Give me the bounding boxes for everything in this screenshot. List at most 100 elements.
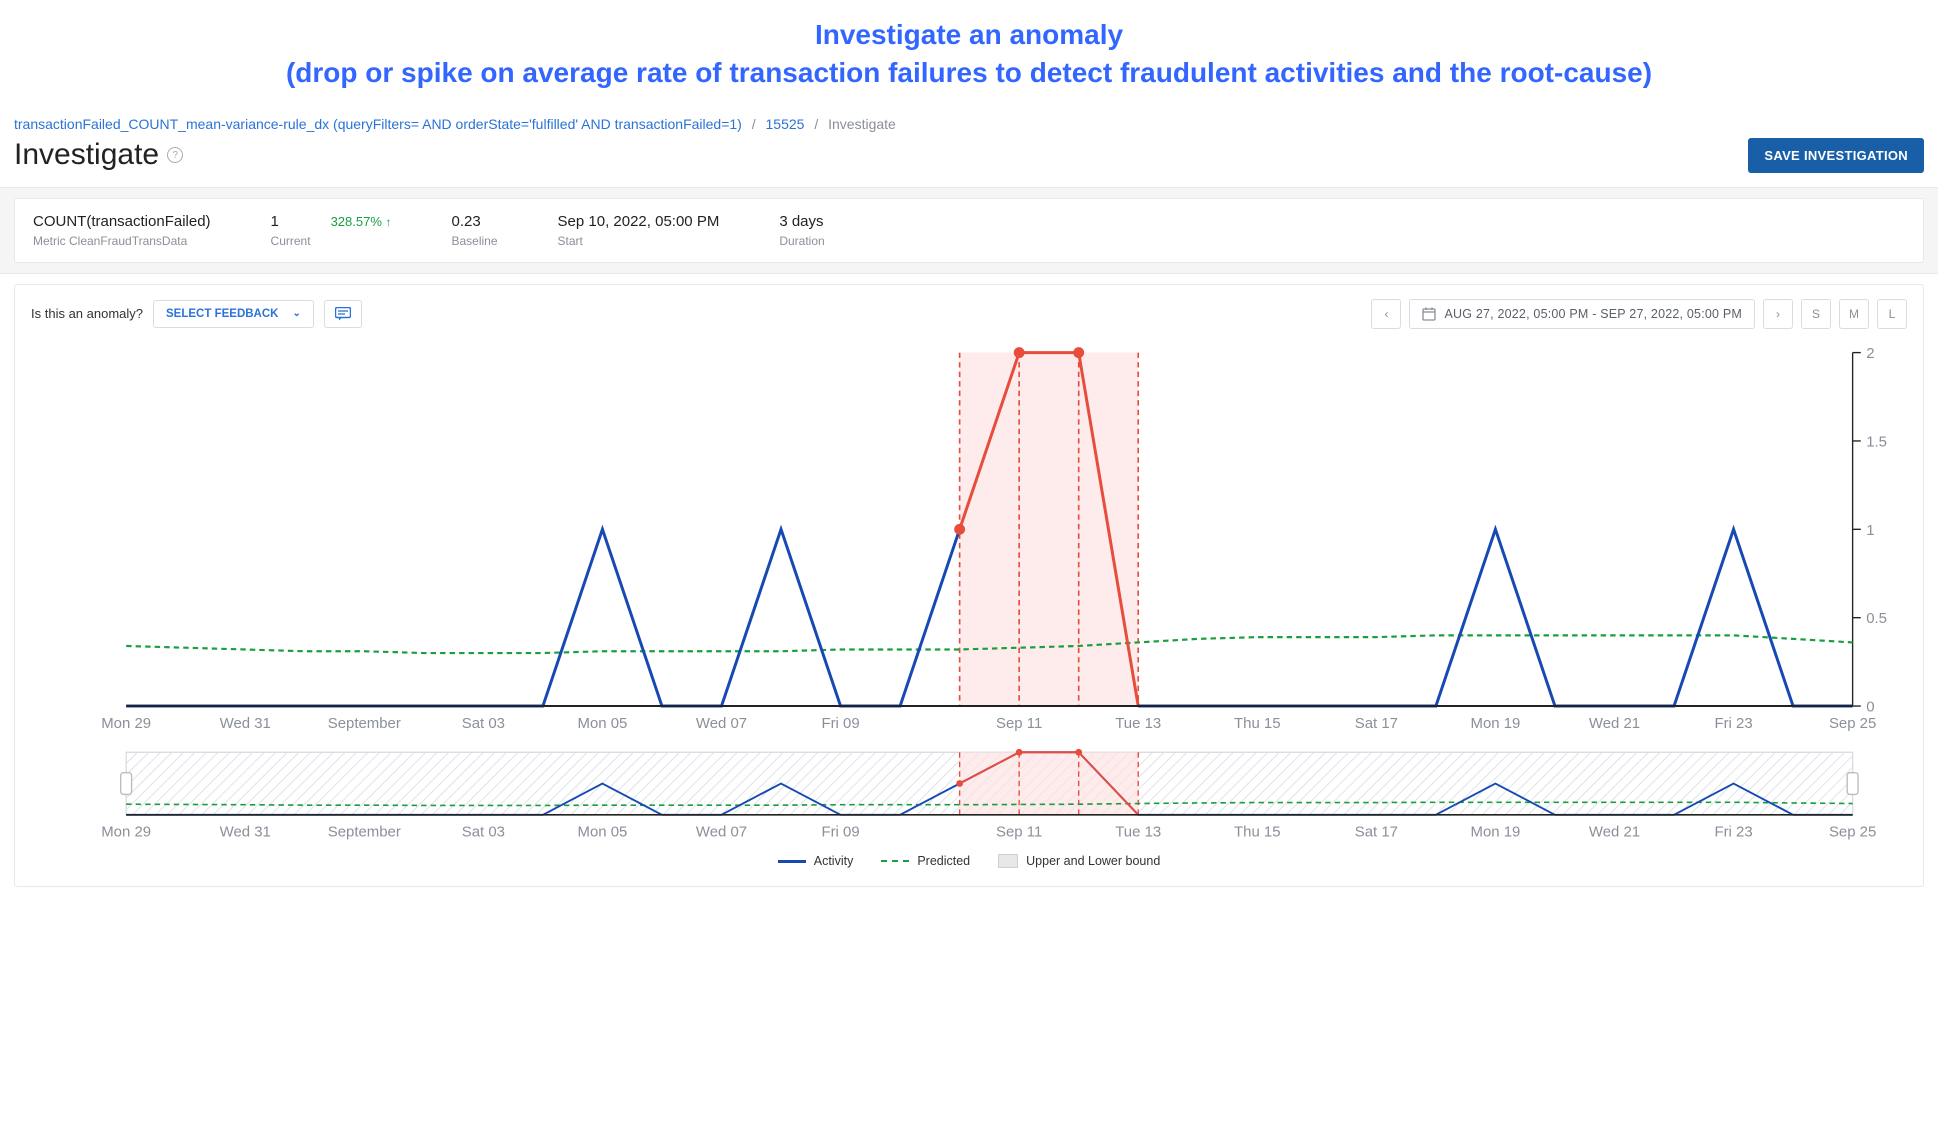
svg-text:Sep 11: Sep 11 xyxy=(996,714,1042,731)
legend-bounds-swatch xyxy=(998,854,1018,868)
date-range-picker[interactable]: AUG 27, 2022, 05:00 PM - SEP 27, 2022, 0… xyxy=(1409,299,1755,329)
svg-text:Sat 17: Sat 17 xyxy=(1355,714,1398,731)
svg-text:Sat 17: Sat 17 xyxy=(1355,823,1398,840)
date-next-button[interactable]: › xyxy=(1763,299,1793,329)
svg-text:Sep 25: Sep 25 xyxy=(1829,823,1876,840)
chevron-down-icon: ⌄ xyxy=(292,308,300,319)
svg-text:Fri 09: Fri 09 xyxy=(821,823,859,840)
delta-value: 328.57% ↑ xyxy=(331,214,392,229)
chart-card: Is this an anomaly? SELECT FEEDBACK ⌄ ‹ … xyxy=(14,284,1924,888)
stat-current-group: 1 Current 328.57% ↑ xyxy=(271,213,392,248)
legend-activity-swatch xyxy=(778,860,806,863)
summary-band: COUNT(transactionFailed) Metric CleanFra… xyxy=(0,187,1938,274)
svg-text:Mon 29: Mon 29 xyxy=(101,823,151,840)
page-title: Investigate ? xyxy=(14,138,183,172)
chart-area[interactable]: 0 0.5 1 1.5 2 Mon 29 Wed 31 September Sat 03 Mon … xyxy=(31,339,1907,845)
svg-text:Tue 13: Tue 13 xyxy=(1115,714,1161,731)
current-label: Current xyxy=(271,234,311,248)
start-value: Sep 10, 2022, 05:00 PM xyxy=(558,213,720,230)
heading-line2: (drop or spike on average rate of transa… xyxy=(40,54,1898,92)
comment-button[interactable] xyxy=(324,300,362,328)
legend-activity-label: Activity xyxy=(814,854,854,868)
legend-bounds: Upper and Lower bound xyxy=(998,854,1160,868)
chart-toolbar: Is this an anomaly? SELECT FEEDBACK ⌄ ‹ … xyxy=(31,295,1907,339)
toolbar-left: Is this an anomaly? SELECT FEEDBACK ⌄ xyxy=(31,300,362,328)
svg-text:Sep 25: Sep 25 xyxy=(1829,714,1876,731)
metric-name: COUNT(transactionFailed) xyxy=(33,213,211,230)
legend-predicted-swatch xyxy=(881,860,909,862)
anomaly-question: Is this an anomaly? xyxy=(31,306,143,321)
page-title-text: Investigate xyxy=(14,138,159,172)
help-icon[interactable]: ? xyxy=(167,147,183,163)
stat-baseline: 0.23 Baseline xyxy=(452,213,498,248)
svg-text:Mon 19: Mon 19 xyxy=(1471,823,1521,840)
svg-text:Mon 05: Mon 05 xyxy=(578,823,628,840)
stat-start: Sep 10, 2022, 05:00 PM Start xyxy=(558,213,720,248)
svg-text:0.5: 0.5 xyxy=(1866,610,1887,627)
heading-line1: Investigate an anomaly xyxy=(40,16,1898,54)
breadcrumb-id[interactable]: 15525 xyxy=(766,116,805,132)
legend-predicted-label: Predicted xyxy=(917,854,970,868)
svg-text:1.5: 1.5 xyxy=(1866,433,1887,450)
title-row: Investigate ? SAVE INVESTIGATION xyxy=(0,138,1938,187)
svg-text:September: September xyxy=(328,714,401,731)
svg-text:Mon 29: Mon 29 xyxy=(101,714,151,731)
svg-text:Wed 07: Wed 07 xyxy=(696,714,747,731)
svg-text:Tue 13: Tue 13 xyxy=(1115,823,1161,840)
stat-current: 1 Current xyxy=(271,213,311,248)
size-m-button[interactable]: M xyxy=(1839,299,1869,329)
svg-text:Fri 23: Fri 23 xyxy=(1714,714,1752,731)
svg-text:Sat 03: Sat 03 xyxy=(462,823,505,840)
svg-text:Wed 21: Wed 21 xyxy=(1589,714,1640,731)
anomaly-chart[interactable]: 0 0.5 1 1.5 2 Mon 29 Wed 31 September Sat 03 Mon … xyxy=(31,339,1907,845)
toolbar-right: ‹ AUG 27, 2022, 05:00 PM - SEP 27, 2022,… xyxy=(1371,299,1907,329)
legend-bounds-label: Upper and Lower bound xyxy=(1026,854,1160,868)
svg-text:Wed 07: Wed 07 xyxy=(696,823,747,840)
delta-text: 328.57% xyxy=(331,214,386,229)
baseline-label: Baseline xyxy=(452,234,498,248)
breadcrumb-rule[interactable]: transactionFailed_COUNT_mean-variance-ru… xyxy=(14,116,742,132)
svg-text:Mon 05: Mon 05 xyxy=(578,714,628,731)
calendar-icon xyxy=(1422,307,1436,321)
size-s-button[interactable]: S xyxy=(1801,299,1831,329)
svg-text:Thu 15: Thu 15 xyxy=(1234,823,1281,840)
date-range-text: AUG 27, 2022, 05:00 PM - SEP 27, 2022, 0… xyxy=(1444,307,1742,321)
svg-text:Fri 09: Fri 09 xyxy=(821,714,859,731)
duration-value: 3 days xyxy=(779,213,824,230)
svg-text:Wed 31: Wed 31 xyxy=(220,823,271,840)
stat-duration: 3 days Duration xyxy=(779,213,824,248)
feedback-label: SELECT FEEDBACK xyxy=(166,308,278,320)
date-prev-button[interactable]: ‹ xyxy=(1371,299,1401,329)
comment-icon xyxy=(335,307,351,321)
arrow-up-icon: ↑ xyxy=(386,215,392,229)
svg-text:1: 1 xyxy=(1866,521,1874,538)
svg-text:Mon 19: Mon 19 xyxy=(1471,714,1521,731)
page-heading: Investigate an anomaly (drop or spike on… xyxy=(0,0,1938,116)
legend-activity: Activity xyxy=(778,854,854,868)
metric-sub: Metric CleanFraudTransData xyxy=(33,234,211,248)
svg-text:September: September xyxy=(328,823,401,840)
svg-text:Wed 31: Wed 31 xyxy=(220,714,271,731)
select-feedback-button[interactable]: SELECT FEEDBACK ⌄ xyxy=(153,300,314,328)
duration-label: Duration xyxy=(779,234,824,248)
summary-card: COUNT(transactionFailed) Metric CleanFra… xyxy=(14,198,1924,263)
svg-text:0: 0 xyxy=(1866,698,1874,715)
baseline-value: 0.23 xyxy=(452,213,498,230)
svg-text:2: 2 xyxy=(1866,345,1874,362)
size-l-button[interactable]: L xyxy=(1877,299,1907,329)
svg-text:Wed 21: Wed 21 xyxy=(1589,823,1640,840)
save-investigation-button[interactable]: SAVE INVESTIGATION xyxy=(1748,138,1924,173)
breadcrumb-current: Investigate xyxy=(828,116,896,132)
breadcrumb: transactionFailed_COUNT_mean-variance-ru… xyxy=(0,116,1938,138)
breadcrumb-sep: / xyxy=(752,116,756,132)
svg-text:Sep 11: Sep 11 xyxy=(996,823,1042,840)
chart-legend: Activity Predicted Upper and Lower bound xyxy=(31,844,1907,868)
svg-text:Thu 15: Thu 15 xyxy=(1234,714,1281,731)
current-value: 1 xyxy=(271,213,311,230)
breadcrumb-sep: / xyxy=(814,116,818,132)
legend-predicted: Predicted xyxy=(881,854,970,868)
start-label: Start xyxy=(558,234,720,248)
stat-metric: COUNT(transactionFailed) Metric CleanFra… xyxy=(33,213,211,248)
svg-text:Sat 03: Sat 03 xyxy=(462,714,505,731)
svg-text:Fri 23: Fri 23 xyxy=(1714,823,1752,840)
